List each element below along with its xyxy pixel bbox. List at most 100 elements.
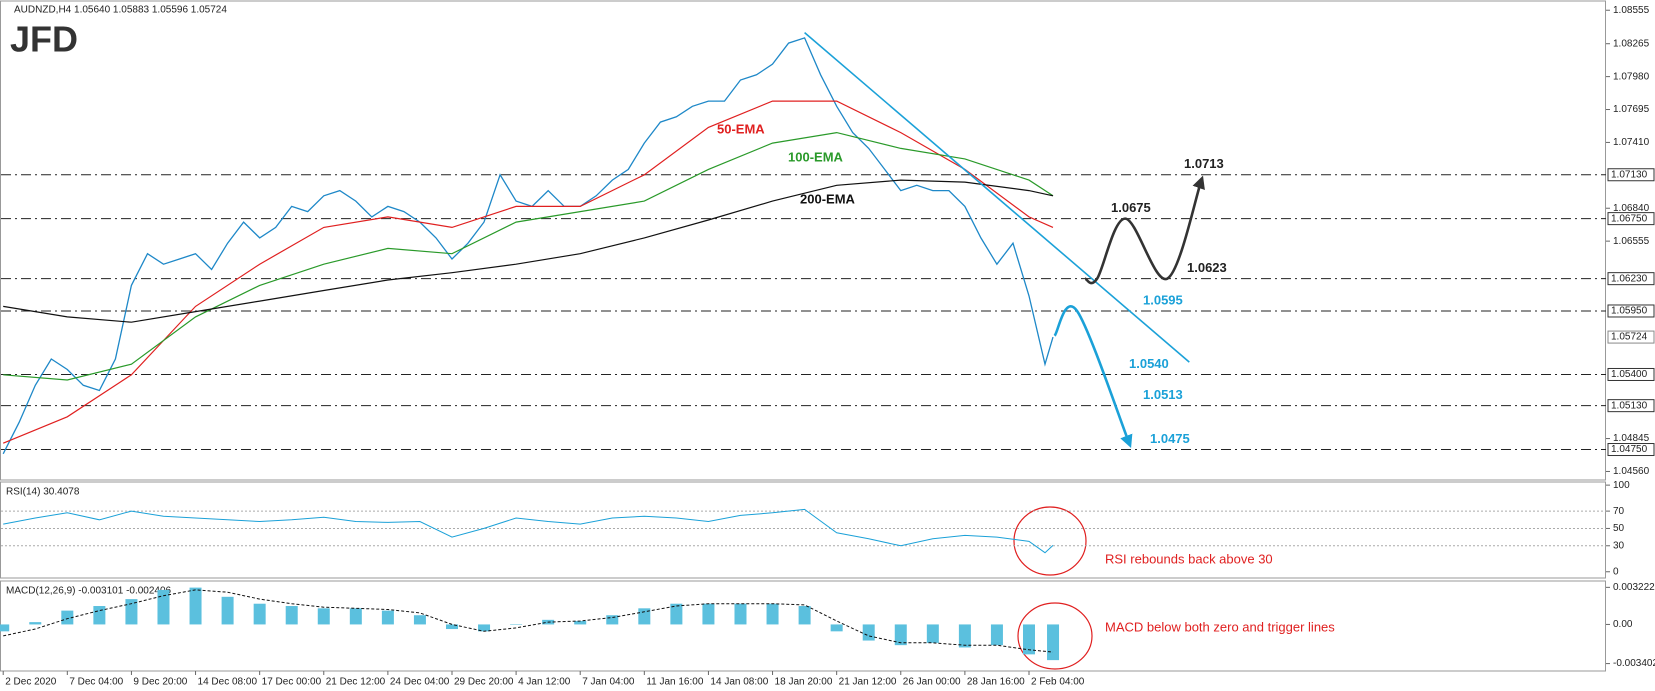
axis-box xyxy=(1607,367,1655,381)
y-tick-label: 1.06840 xyxy=(1613,203,1650,214)
axis-box xyxy=(1607,304,1655,318)
macd-bar xyxy=(253,603,266,625)
scenario-path xyxy=(1084,175,1205,285)
annotation: RSI rebounds back above 30 xyxy=(1105,551,1273,566)
rsi-panel xyxy=(0,481,1606,579)
y-tick-label: 100 xyxy=(1613,480,1630,491)
macd-bar xyxy=(61,610,74,625)
annotation: MACD below both zero and trigger lines xyxy=(1105,619,1335,634)
macd-bar xyxy=(381,610,394,625)
macd-bar xyxy=(638,608,651,625)
price-box xyxy=(1607,330,1655,344)
level-axis-label: 1.06230 xyxy=(1611,273,1648,284)
macd-bar xyxy=(670,603,683,625)
axis-box xyxy=(1607,168,1655,182)
x-tick-label: 2 Dec 2020 xyxy=(5,677,57,688)
main-panel xyxy=(0,0,1606,481)
level-axis-label: 1.05400 xyxy=(1611,369,1648,380)
macd-bar xyxy=(734,603,747,625)
axis-box xyxy=(1607,443,1655,457)
x-tick-label: 28 Jan 16:00 xyxy=(967,677,1025,688)
price-label: 1.05724 xyxy=(1611,332,1648,343)
macd-bar xyxy=(413,615,426,625)
level-axis-label: 1.07130 xyxy=(1611,169,1648,180)
macd-bar xyxy=(894,624,907,646)
macd-bar xyxy=(221,596,234,625)
macd-panel xyxy=(0,580,1606,672)
y-tick-label: 0.00 xyxy=(1613,619,1633,630)
series-label: 50-EMA xyxy=(717,121,765,136)
x-tick-label: 26 Jan 00:00 xyxy=(903,677,961,688)
macd-bar xyxy=(157,589,170,625)
macd-bar xyxy=(285,606,298,625)
series-label: 200-EMA xyxy=(800,191,856,206)
x-tick-label: 11 Jan 16:00 xyxy=(646,677,704,688)
macd-bar xyxy=(317,608,330,625)
macd-bar xyxy=(606,615,619,625)
x-tick-label: 14 Dec 08:00 xyxy=(198,677,258,688)
macd-bar xyxy=(702,603,715,625)
y-tick-label: -0.003402 xyxy=(1613,658,1655,669)
series-label: 100-EMA xyxy=(788,149,844,164)
chart-title: AUDNZD,H4 1.05640 1.05883 1.05596 1.0572… xyxy=(14,5,227,16)
macd-title: MACD(12,26,9) -0.003101 -0.002406 xyxy=(6,586,172,597)
macd-bar xyxy=(189,587,202,625)
macd-bar xyxy=(0,624,10,632)
price-line xyxy=(2,37,1054,455)
macd-bar xyxy=(93,606,106,625)
trend-line xyxy=(804,31,1190,363)
macd-bar xyxy=(958,624,971,648)
macd-bar xyxy=(29,622,42,625)
y-tick-label: 30 xyxy=(1613,540,1625,551)
y-tick-label: 0.003222 xyxy=(1613,582,1655,593)
y-tick-label: 0 xyxy=(1613,566,1619,577)
rsi-title: RSI(14) 30.4078 xyxy=(6,487,80,498)
ema-line xyxy=(3,131,1054,381)
x-tick-label: 7 Dec 04:00 xyxy=(69,677,123,688)
y-tick-label: 1.08555 xyxy=(1613,5,1650,16)
scenario-path xyxy=(1053,305,1133,449)
macd-bar xyxy=(766,603,779,625)
y-tick-label: 1.04845 xyxy=(1613,433,1650,444)
macd-bar xyxy=(990,624,1003,646)
level-label: 1.0623 xyxy=(1187,260,1227,275)
macd-highlight xyxy=(1017,602,1093,670)
axis-box xyxy=(1607,272,1655,286)
x-tick-label: 9 Dec 20:00 xyxy=(133,677,187,688)
rsi-line xyxy=(3,508,1054,554)
macd-bar xyxy=(445,624,458,630)
x-tick-label: 7 Jan 04:00 xyxy=(582,677,635,688)
axis-box xyxy=(1607,212,1655,226)
level-label: 1.0513 xyxy=(1143,387,1183,402)
level-label: 1.0475 xyxy=(1150,431,1190,446)
macd-bar xyxy=(349,608,362,625)
signal-line xyxy=(3,589,1054,653)
y-tick-label: 1.04560 xyxy=(1613,466,1650,477)
macd-bar xyxy=(862,624,875,641)
x-tick-label: 21 Jan 12:00 xyxy=(839,677,897,688)
level-axis-label: 1.04750 xyxy=(1611,444,1648,455)
macd-bar xyxy=(510,624,523,625)
level-label: 1.0595 xyxy=(1143,292,1183,307)
x-tick-label: 29 Dec 20:00 xyxy=(454,677,514,688)
level-axis-label: 1.05950 xyxy=(1611,306,1648,317)
axis-box xyxy=(1607,399,1655,413)
y-tick-label: 1.08265 xyxy=(1613,38,1650,49)
ema-line xyxy=(2,100,1054,444)
macd-bar xyxy=(574,620,587,625)
macd-bar xyxy=(1022,624,1035,655)
rsi-highlight xyxy=(1013,506,1087,576)
level-label: 1.0713 xyxy=(1184,156,1224,171)
x-tick-label: 14 Jan 08:00 xyxy=(710,677,768,688)
level-axis-label: 1.05130 xyxy=(1611,400,1648,411)
level-axis-label: 1.06750 xyxy=(1611,213,1648,224)
macd-bar xyxy=(926,624,939,643)
x-tick-label: 4 Jan 12:00 xyxy=(518,677,571,688)
x-tick-label: 24 Dec 04:00 xyxy=(390,677,450,688)
macd-bar xyxy=(798,606,811,625)
x-tick-label: 21 Dec 12:00 xyxy=(326,677,386,688)
y-tick-label: 70 xyxy=(1613,506,1625,517)
macd-bar xyxy=(830,624,843,632)
